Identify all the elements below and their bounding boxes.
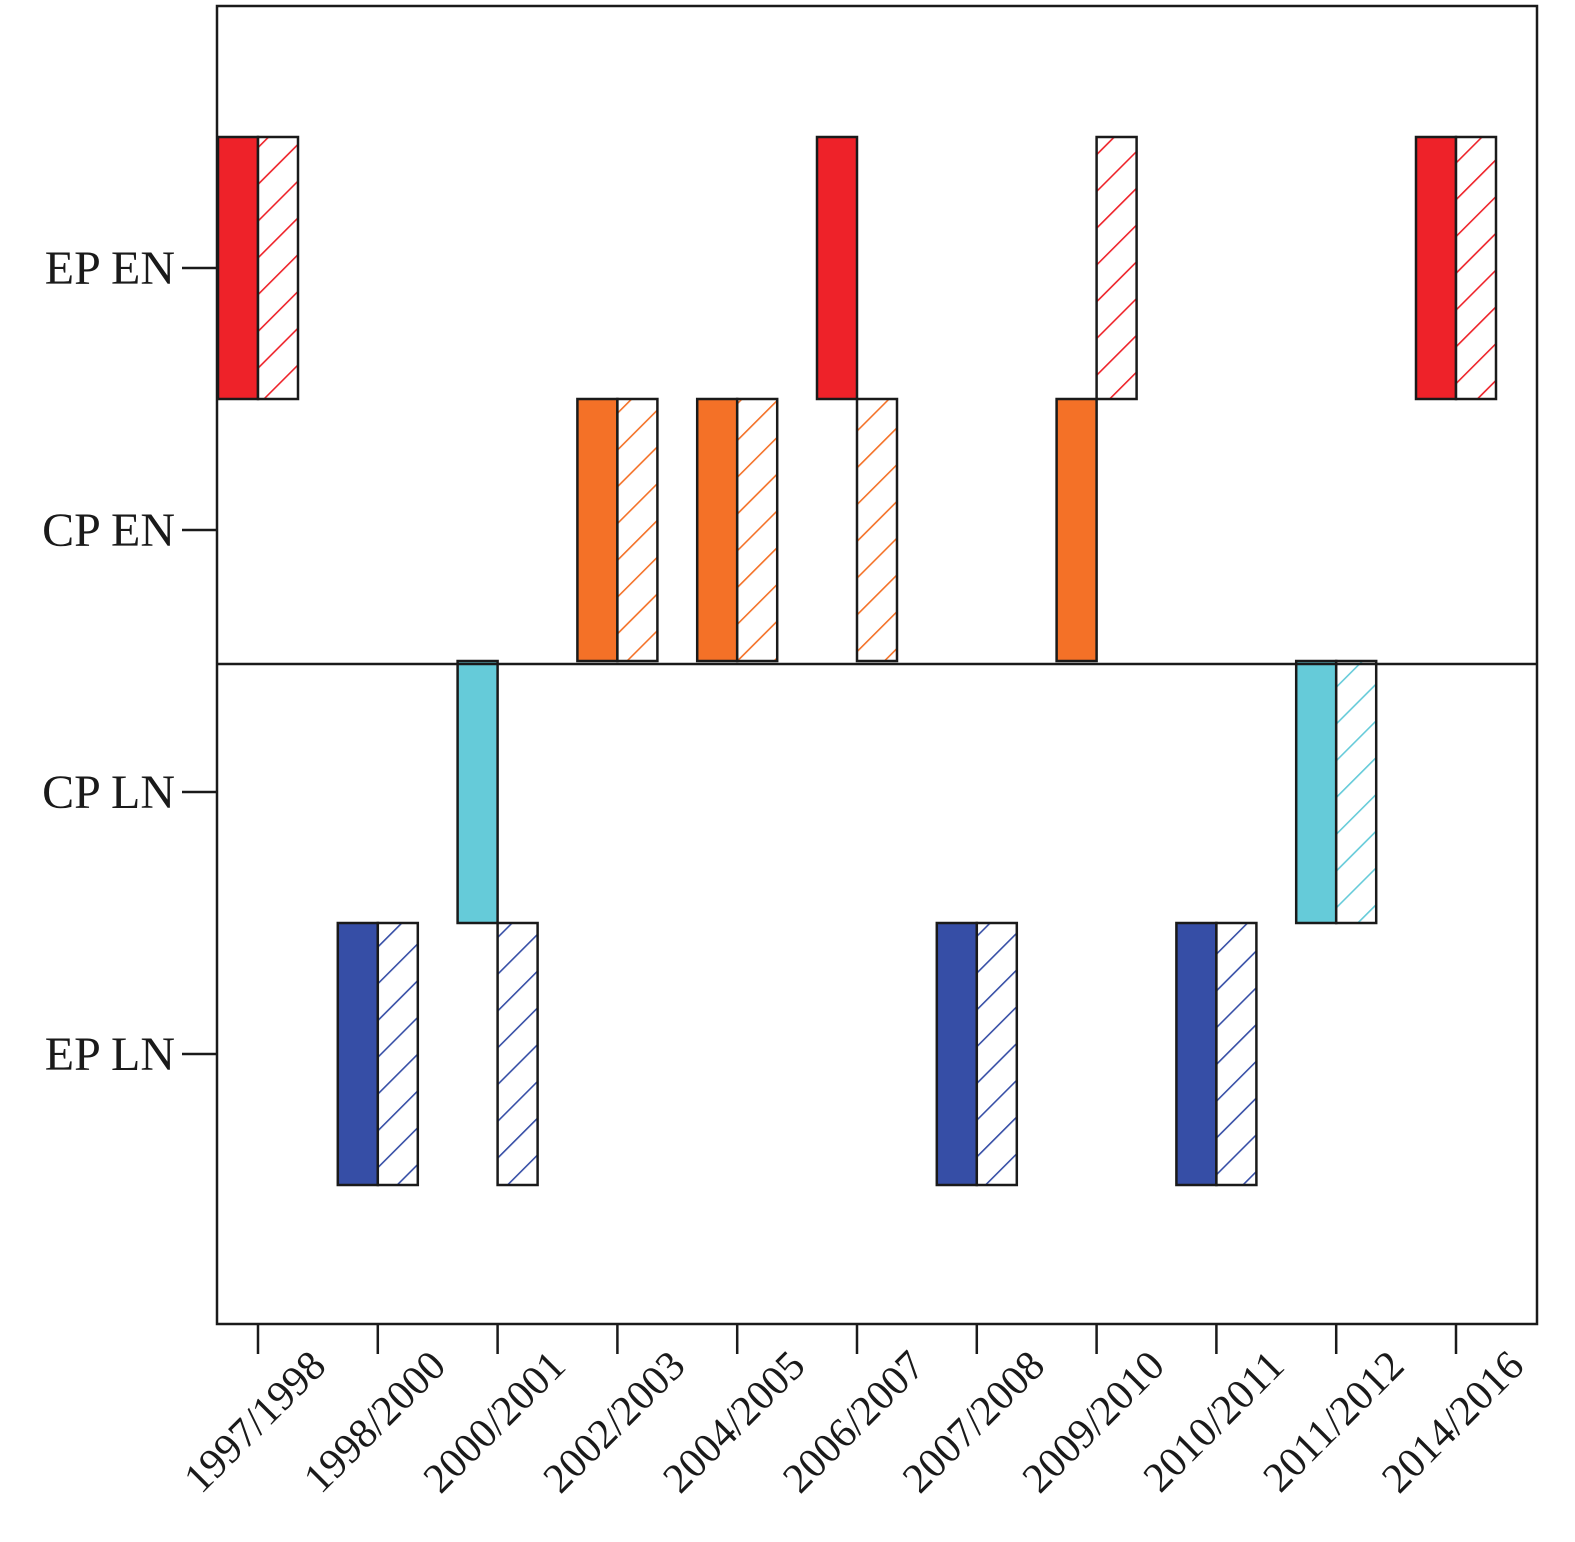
bar-2014-2016-solid xyxy=(1414,135,1458,401)
bar-2004-2005-solid xyxy=(695,397,739,663)
y-tick-label-cp-en: CP EN xyxy=(42,504,175,557)
bar-1998-2000-solid xyxy=(336,921,380,1187)
bar-2009-2010-hatched xyxy=(1095,135,1138,401)
bar-2002-2003-hatched xyxy=(616,397,659,663)
y-axis: EP EN CP EN CP LN EP LN xyxy=(42,242,217,1081)
bar-2011-2012-hatched xyxy=(1334,659,1378,925)
bar-2009-2010-solid xyxy=(1055,397,1098,663)
y-tick-label-ep-en: EP EN xyxy=(45,242,175,295)
bar-2002-2003-solid xyxy=(576,397,619,663)
bar-1997-1998-hatched xyxy=(256,135,300,401)
bar-2010-2011-solid xyxy=(1175,921,1218,1187)
bar-2004-2005-hatched xyxy=(735,397,779,663)
y-tick-label-cp-ln: CP LN xyxy=(42,766,175,819)
x-axis: 1997/19981998/20002000/20012002/20032004… xyxy=(175,1324,1533,1502)
bar-2006-2007-hatched xyxy=(855,397,899,663)
bar-2000-2001-hatched xyxy=(496,921,539,1187)
bar-1998-2000-hatched xyxy=(376,921,420,1187)
bar-2011-2012-solid xyxy=(1294,659,1338,925)
bar-2000-2001-solid xyxy=(456,659,499,925)
bars-layer xyxy=(216,135,1498,1187)
y-tick-label-ep-ln: EP LN xyxy=(45,1028,175,1081)
bar-2010-2011-hatched xyxy=(1215,921,1258,1187)
bar-2014-2016-hatched xyxy=(1454,135,1498,401)
bar-2007-2008-hatched xyxy=(975,921,1019,1187)
bar-1997-1998-solid xyxy=(216,135,260,401)
bar-2006-2007-solid xyxy=(815,135,859,401)
bar-2007-2008-solid xyxy=(935,921,979,1187)
